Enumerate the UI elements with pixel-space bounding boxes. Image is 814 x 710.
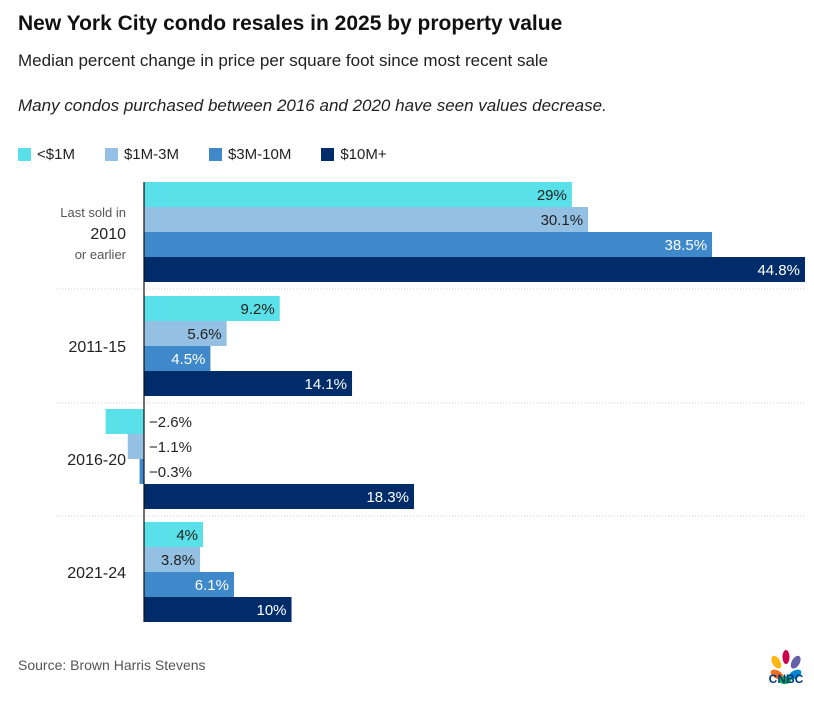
bar [144, 182, 572, 207]
data-label: 29% [537, 187, 567, 204]
bar-chart: Last sold in 2010 or earlier 29% 30.1% 38.5% 4… [56, 182, 805, 622]
data-label: 10% [257, 602, 287, 619]
legend-swatch [104, 148, 118, 161]
source-note: Source: Brown Harris Stevens [18, 657, 206, 673]
bar [144, 484, 415, 509]
legend-item: <$1M [18, 146, 75, 163]
bar [144, 207, 589, 232]
legend-label: $10M+ [340, 146, 387, 163]
bar [144, 346, 211, 371]
data-label: 9.2% [241, 301, 275, 318]
data-label: 5.6% [187, 326, 221, 343]
cnbc-logo: CNBC [769, 650, 804, 685]
legend-item: $3M-10M [208, 146, 292, 163]
chart-subtitle: Median percent change in price per squar… [18, 51, 549, 70]
legend: <$1M $1M-3M $3M-10M $10M+ [18, 146, 399, 163]
bar [144, 321, 227, 346]
legend-label: $1M-3M [123, 146, 179, 163]
category-label: or earlier [75, 247, 127, 262]
data-label: 4% [176, 527, 198, 544]
bar [144, 257, 805, 282]
bar [105, 409, 144, 434]
legend-swatch [18, 148, 31, 161]
bar [144, 522, 204, 547]
bar [127, 434, 144, 459]
data-label: 30.1% [541, 212, 584, 229]
svg-text:CNBC: CNBC [769, 672, 804, 685]
bar [139, 459, 144, 484]
legend-swatch [208, 148, 222, 161]
data-label: −2.6% [149, 414, 192, 431]
data-label: 3.8% [161, 552, 195, 569]
data-label: 44.8% [757, 262, 800, 279]
data-label: 14.1% [304, 376, 347, 393]
data-label: −1.1% [149, 439, 192, 456]
data-label: 18.3% [366, 489, 409, 506]
legend-item: $10M+ [321, 146, 387, 163]
chart-note: Many condos purchased between 2016 and 2… [18, 96, 607, 115]
bar [144, 296, 280, 321]
legend-swatch [321, 148, 335, 161]
category-label: 2021-24 [67, 565, 126, 582]
bar [144, 597, 292, 622]
category-label: 2011-15 [68, 339, 126, 356]
legend-label: $3M-10M [227, 146, 292, 163]
category-label: 2016-20 [67, 452, 126, 469]
bar [144, 371, 353, 396]
bar [144, 572, 235, 597]
category-label: Last sold in [60, 205, 126, 220]
data-label: −0.3% [149, 464, 192, 481]
category-label: 2010 [90, 226, 126, 243]
data-label: 38.5% [665, 237, 708, 254]
data-label: 4.5% [171, 351, 205, 368]
chart-title: New York City condo resales in 2025 by p… [18, 12, 563, 35]
bar [144, 232, 713, 257]
legend-item: $1M-3M [104, 146, 179, 163]
data-label: 6.1% [195, 577, 229, 594]
bar [144, 547, 201, 572]
legend-label: <$1M [37, 146, 75, 163]
